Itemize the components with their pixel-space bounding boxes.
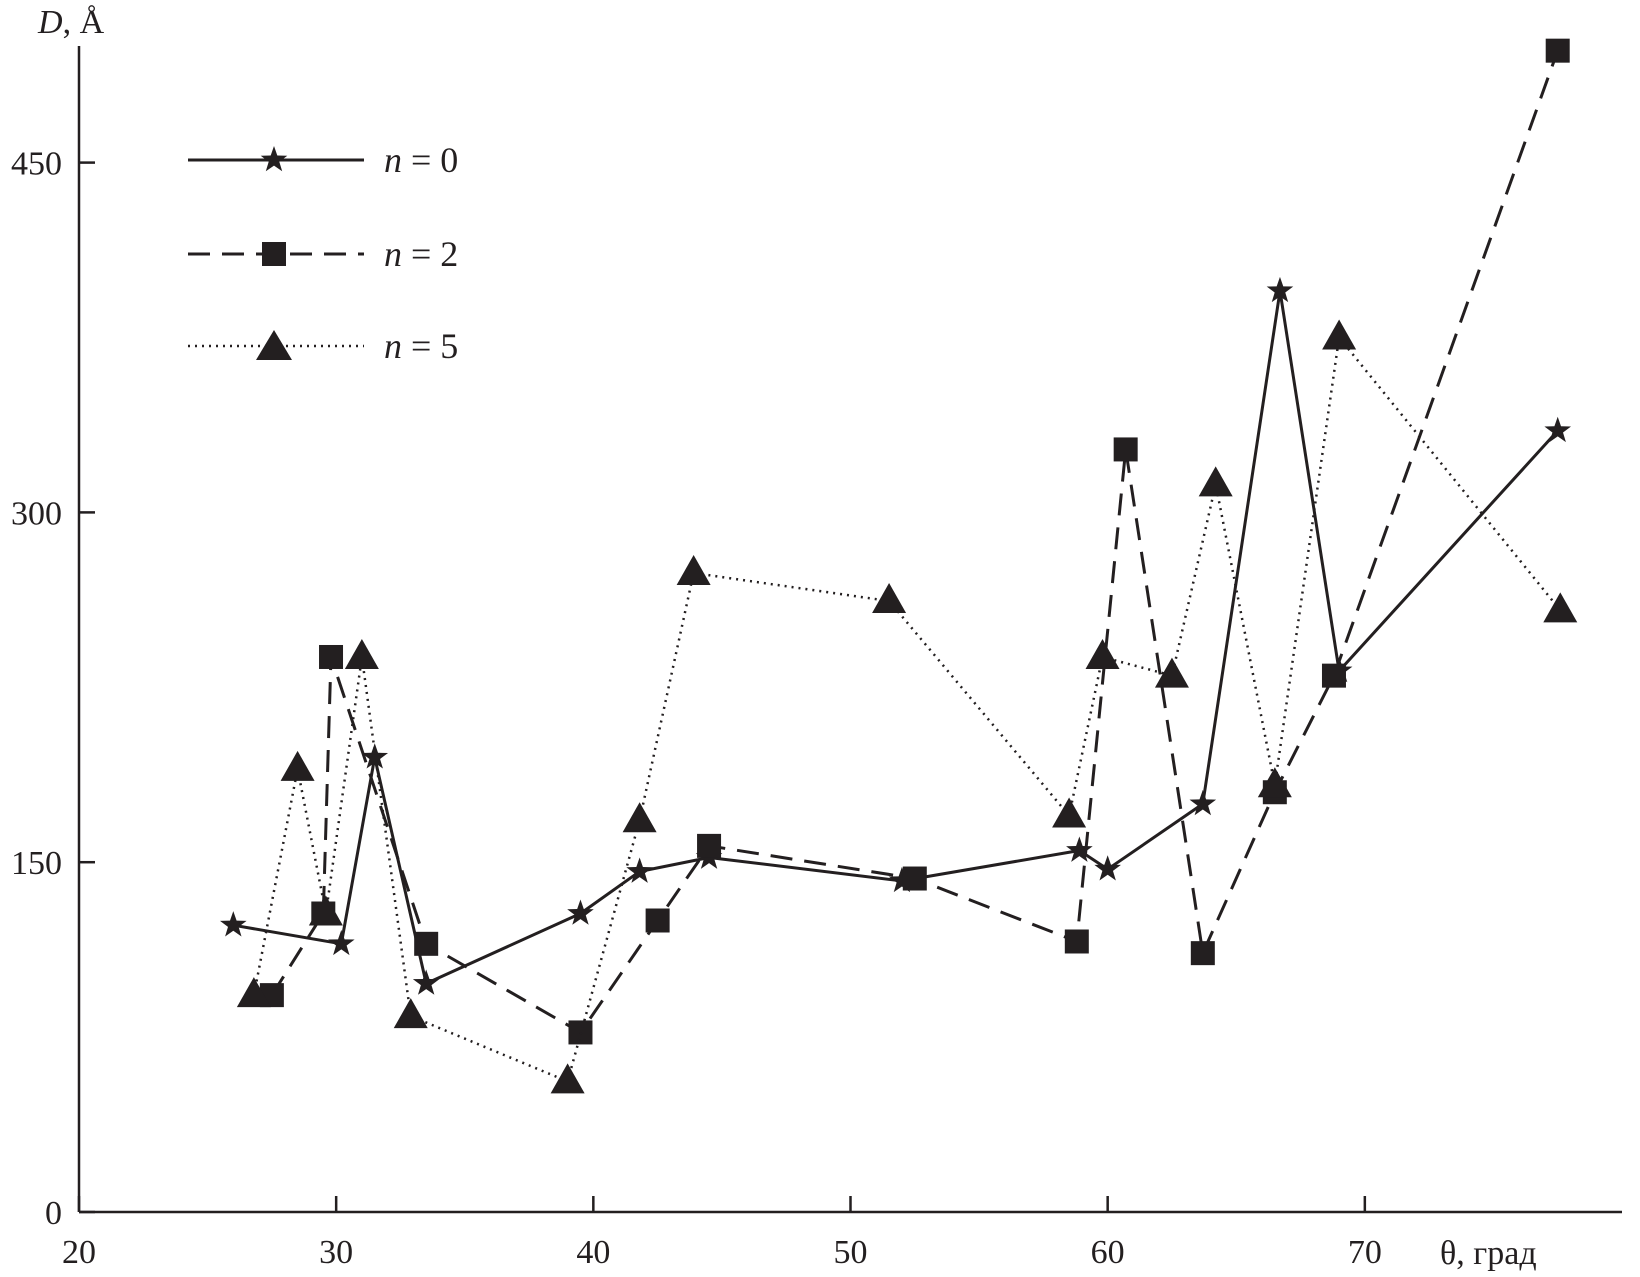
- plot-series: [220, 38, 1578, 1094]
- legend-marker-star: [260, 146, 288, 172]
- y-axis-label-unit: , Å: [63, 4, 105, 41]
- series-1-point-5: [645, 908, 670, 933]
- series-2-point-11: [1154, 657, 1189, 688]
- series-1-point-2: [319, 644, 344, 669]
- series-0-line: [233, 289, 1559, 985]
- series-1-point-7: [902, 866, 927, 891]
- y-ticks: 0 150 300 450: [11, 146, 95, 1232]
- series-2-point-5: [550, 1063, 585, 1094]
- series-0-point-13: [1544, 416, 1572, 443]
- series-2-point-4: [393, 998, 428, 1029]
- legend-label-n5: n = 5: [384, 326, 458, 366]
- x-axis-label: θ, град: [1440, 1235, 1537, 1272]
- series-2-point-12: [1198, 466, 1233, 497]
- series-0-point-3: [412, 969, 440, 995]
- series-1-point-12: [1321, 663, 1346, 688]
- x-tick-label-60: 60: [1091, 1234, 1125, 1271]
- legend-label-n2-rest: = 2: [402, 234, 458, 274]
- series-1-point-10: [1190, 941, 1215, 966]
- series-2-point-14: [1322, 319, 1357, 350]
- series-0-point-0: [220, 911, 247, 937]
- series-2-point-6: [622, 802, 657, 833]
- series-1-point-9: [1113, 437, 1138, 462]
- x-ticks: 20 30 40 50 60 70: [62, 1196, 1382, 1271]
- series-2-point-8: [872, 583, 907, 614]
- series-2-point-15: [1543, 592, 1578, 623]
- series-1-point-13: [1545, 38, 1570, 63]
- series-2-point-0: [236, 977, 271, 1008]
- legend: n = 0 n = 2 n = 5: [188, 140, 458, 366]
- series-0: [220, 276, 1572, 995]
- series-1-point-3: [414, 931, 439, 956]
- y-tick-label-450: 450: [11, 146, 62, 183]
- series-2-point-13: [1257, 767, 1292, 798]
- legend-label-n2-var: n: [384, 234, 402, 274]
- y-tick-label-300: 300: [11, 495, 62, 532]
- series-1-point-6: [697, 833, 722, 858]
- legend-label-n0: n = 0: [384, 140, 458, 180]
- series-2-point-2: [308, 895, 343, 926]
- series-0-point-4: [567, 899, 594, 925]
- series-0-point-1: [328, 929, 355, 956]
- y-tick-label-0: 0: [45, 1195, 62, 1232]
- y-axis-label: D, Å: [37, 4, 105, 41]
- legend-label-n5-var: n: [384, 326, 402, 366]
- series-1-point-8: [1064, 929, 1089, 954]
- legend-label-n0-var: n: [384, 140, 402, 180]
- series-2-point-9: [1052, 797, 1087, 828]
- legend-marker-triangle: [256, 330, 292, 360]
- series-2-point-3: [344, 638, 379, 669]
- x-tick-label-20: 20: [62, 1234, 96, 1271]
- series-1: [259, 38, 1570, 1045]
- legend-label-n5-rest: = 5: [402, 326, 458, 366]
- legend-label-n0-rest: = 0: [402, 140, 458, 180]
- y-tick-label-150: 150: [11, 845, 62, 882]
- series-2-point-7: [676, 555, 711, 586]
- y-axis-label-var: D: [37, 4, 63, 41]
- x-tick-label-50: 50: [834, 1234, 868, 1271]
- legend-label-n2: n = 2: [384, 234, 458, 274]
- series-0-point-9: [1094, 855, 1121, 881]
- series-2-line: [252, 336, 1562, 1083]
- series-2-point-1: [280, 750, 315, 781]
- series-2-point-10: [1085, 638, 1120, 669]
- legend-item-n0: n = 0: [188, 140, 458, 180]
- legend-item-n5: n = 5: [188, 326, 458, 366]
- series-1-line: [270, 50, 1560, 1034]
- x-tick-label-40: 40: [576, 1234, 610, 1271]
- x-tick-label-30: 30: [319, 1234, 353, 1271]
- legend-item-n2: n = 2: [188, 234, 458, 274]
- axes: 20 30 40 50 60 70 0 150 300 450: [11, 46, 1622, 1271]
- series-2: [236, 319, 1578, 1094]
- x-tick-label-70: 70: [1348, 1234, 1382, 1271]
- legend-marker-square: [262, 242, 286, 266]
